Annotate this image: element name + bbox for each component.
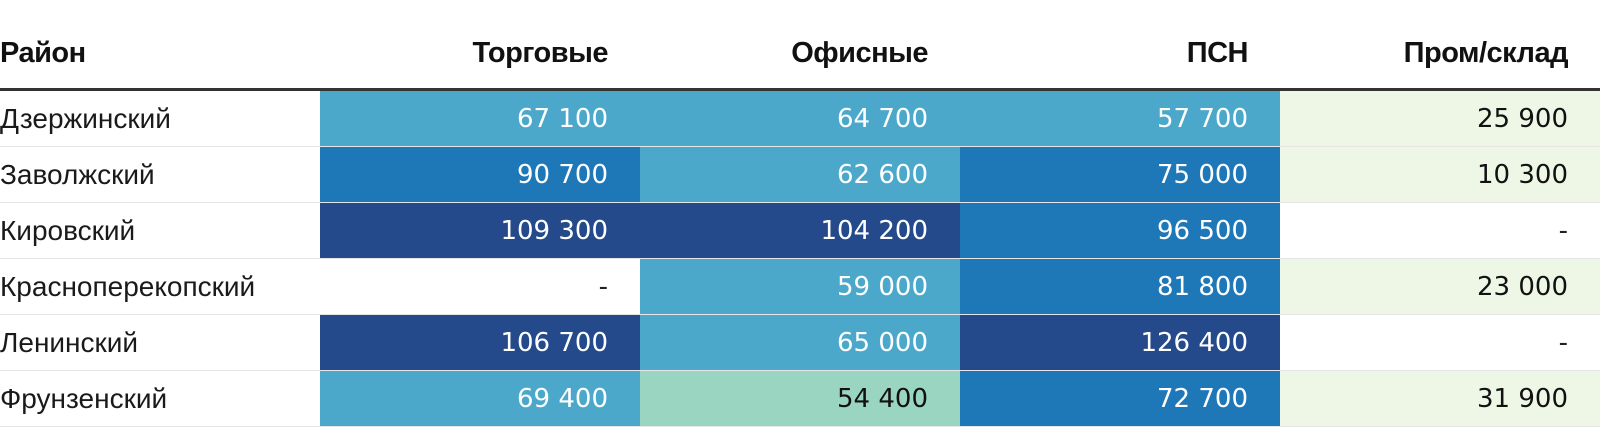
district-cell: Фрунзенский <box>0 370 320 427</box>
table-row: Красноперекопский - 59 000 81 800 23 000 <box>0 258 1600 315</box>
value-cell: 75 000 <box>960 146 1280 203</box>
value-cell: 64 700 <box>640 89 960 147</box>
value-cell: - <box>1280 314 1600 371</box>
district-cell: Красноперекопский <box>0 258 320 315</box>
table-row: Дзержинский 67 100 64 700 57 700 25 900 <box>0 89 1600 147</box>
value-cell: 69 400 <box>320 370 640 427</box>
value-cell: 31 900 <box>1280 370 1600 427</box>
table-row: Кировский 109 300 104 200 96 500 - <box>0 202 1600 259</box>
value-cell: - <box>1280 202 1600 259</box>
district-cell: Дзержинский <box>0 89 320 147</box>
table-header: Район Торговые Офисные ПСН Пром/склад <box>0 19 1600 91</box>
value-cell: 90 700 <box>320 146 640 203</box>
column-header-district[interactable]: Район <box>0 19 320 91</box>
price-heatmap-table: Район Торговые Офисные ПСН Пром/склад Дз… <box>0 19 1600 427</box>
value-cell: 81 800 <box>960 258 1280 315</box>
column-header-psn[interactable]: ПСН <box>960 19 1280 91</box>
value-cell: 109 300 <box>320 202 640 259</box>
value-cell: 126 400 <box>960 314 1280 371</box>
value-cell: 10 300 <box>1280 146 1600 203</box>
value-cell: 65 000 <box>640 314 960 371</box>
value-cell: 25 900 <box>1280 89 1600 147</box>
value-cell: 57 700 <box>960 89 1280 147</box>
district-cell: Ленинский <box>0 314 320 371</box>
column-header-industrial-warehouse[interactable]: Пром/склад <box>1280 19 1600 91</box>
table-row: Фрунзенский 69 400 54 400 72 700 31 900 <box>0 370 1600 427</box>
value-cell: 72 700 <box>960 370 1280 427</box>
column-header-retail[interactable]: Торговые <box>320 19 640 91</box>
value-cell: 23 000 <box>1280 258 1600 315</box>
table-row: Заволжский 90 700 62 600 75 000 10 300 <box>0 146 1600 203</box>
district-cell: Кировский <box>0 202 320 259</box>
table-body: Дзержинский 67 100 64 700 57 700 25 900 … <box>0 89 1600 427</box>
value-cell: 67 100 <box>320 89 640 147</box>
value-cell: 59 000 <box>640 258 960 315</box>
value-cell: 62 600 <box>640 146 960 203</box>
value-cell: 54 400 <box>640 370 960 427</box>
table-row: Ленинский 106 700 65 000 126 400 - <box>0 314 1600 371</box>
value-cell: 106 700 <box>320 314 640 371</box>
value-cell: - <box>320 258 640 315</box>
header-row: Район Торговые Офисные ПСН Пром/склад <box>0 19 1600 91</box>
value-cell: 96 500 <box>960 202 1280 259</box>
district-cell: Заволжский <box>0 146 320 203</box>
column-header-office[interactable]: Офисные <box>640 19 960 91</box>
value-cell: 104 200 <box>640 202 960 259</box>
